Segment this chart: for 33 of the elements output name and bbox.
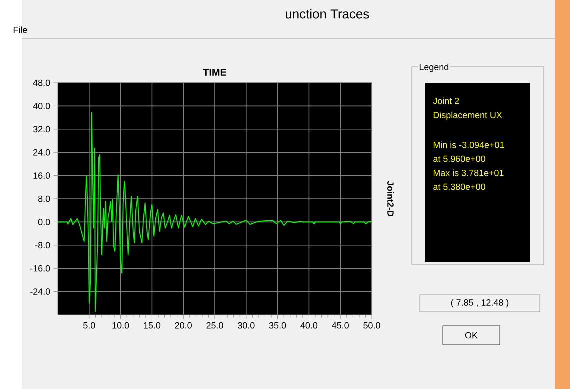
y-tick-label: -16.0	[30, 265, 50, 272]
y-tick-label: -8.0	[36, 242, 50, 249]
text: at 5.380e+00	[434, 184, 486, 190]
y-tick-label: 24.0	[34, 149, 50, 156]
y-tick-label: 32.0	[33, 126, 50, 133]
text: ( 7.85 , 12.48 )	[451, 299, 509, 308]
text: OK	[465, 332, 478, 339]
x-tick-label: 25.0	[206, 322, 224, 329]
y-tick-label: 0.0	[38, 219, 50, 226]
x-tick-label: 50.0	[364, 322, 380, 329]
x-tick-label: 30.0	[238, 322, 255, 329]
x-tick-label: 5.0	[84, 322, 96, 329]
text: Legend	[420, 64, 449, 72]
y-tick-label: -24.0	[30, 288, 50, 295]
x-tick-label: 45.0	[332, 322, 349, 329]
y-tick-label: 48.0	[33, 80, 50, 86]
x-tick-label: 35.0	[269, 322, 286, 329]
x-tick-label: 10.0	[112, 322, 130, 329]
text: Displacement UX	[434, 112, 502, 120]
text: unction Traces	[286, 9, 370, 19]
text: Max is 3.781e+01	[434, 170, 504, 176]
y-tick-label: 16.0	[34, 172, 50, 179]
x-tick-label: 40.0	[300, 322, 318, 329]
text: at 5.960e+00	[434, 156, 486, 162]
text: File	[14, 26, 28, 34]
y-tick-label: 8.0	[38, 196, 50, 202]
text: Joint 2	[433, 98, 460, 104]
x-tick-label: 15.0	[144, 322, 161, 329]
y-tick-label: 40.0	[33, 103, 50, 110]
text: Min is -3.094e+01	[434, 142, 504, 148]
chart-title: TIME	[203, 68, 227, 76]
x-tick-label: 20.0	[175, 322, 192, 329]
y-axis-title: Joint2-D	[388, 181, 394, 217]
